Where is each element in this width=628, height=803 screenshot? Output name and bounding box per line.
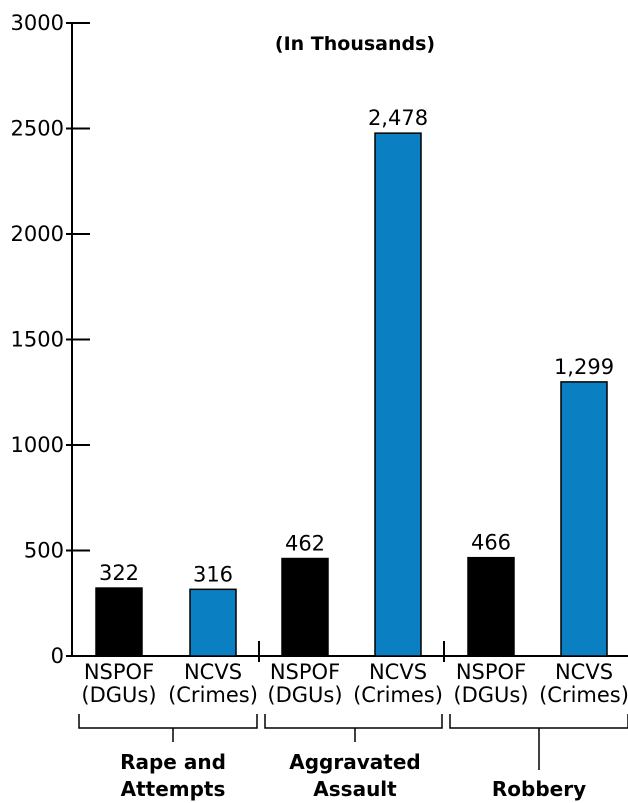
labels: 322NSPOF(DGUs)316NCVS(Crimes)462NSPOF(DG… xyxy=(81,106,628,801)
chart-subtitle: (In Thousands) xyxy=(275,33,435,55)
category-label-line2: (Crimes) xyxy=(539,683,628,707)
category-label-line2: (Crimes) xyxy=(353,683,443,707)
category-label-line2: (DGUs) xyxy=(267,683,342,707)
bar-nspof-0 xyxy=(95,587,143,657)
bar-nspof-4 xyxy=(467,556,515,657)
category-label-line1: NSPOF xyxy=(270,660,340,684)
bar-ncvs-5 xyxy=(560,381,608,657)
bar-ncvs-3 xyxy=(374,132,422,657)
y-tick-label: 3000 xyxy=(11,11,64,35)
bar-ncvs-1 xyxy=(189,588,237,657)
bar-nspof-2 xyxy=(281,557,329,657)
data-label: 2,478 xyxy=(368,106,428,130)
data-label: 466 xyxy=(471,531,511,555)
group-label-line1: Aggravated xyxy=(289,750,420,774)
category-label-line2: (DGUs) xyxy=(81,683,156,707)
group-bracket xyxy=(264,714,443,729)
category-label-line1: NCVS xyxy=(369,660,427,684)
data-label: 1,299 xyxy=(554,355,614,379)
group-bracket xyxy=(449,714,628,729)
group-label-line2: Assault xyxy=(313,777,397,801)
y-tick-label: 0 xyxy=(51,644,64,668)
category-label-line2: (DGUs) xyxy=(453,683,528,707)
y-tick-label: 1500 xyxy=(11,328,64,352)
axes: 0 500 1000 1500 2000 2500 3000 xyxy=(11,11,628,770)
category-label-line2: (Crimes) xyxy=(168,683,258,707)
data-label: 462 xyxy=(285,532,325,556)
category-label-line1: NCVS xyxy=(555,660,613,684)
group-label-line1: Rape and xyxy=(120,750,226,774)
y-tick-label: 1000 xyxy=(11,433,64,457)
bars xyxy=(95,132,608,657)
category-label-line1: NSPOF xyxy=(456,660,526,684)
category-label-line1: NCVS xyxy=(184,660,242,684)
data-label: 322 xyxy=(99,561,139,585)
data-label: 316 xyxy=(193,562,233,586)
y-tick-label: 500 xyxy=(24,539,64,563)
group-label-line2: Robbery xyxy=(492,777,586,801)
category-label-line1: NSPOF xyxy=(84,660,154,684)
group-label-line2: Attempts xyxy=(121,777,226,801)
group-bracket xyxy=(78,714,258,729)
y-tick-label: 2500 xyxy=(11,117,64,141)
y-tick-label: 2000 xyxy=(11,222,64,246)
